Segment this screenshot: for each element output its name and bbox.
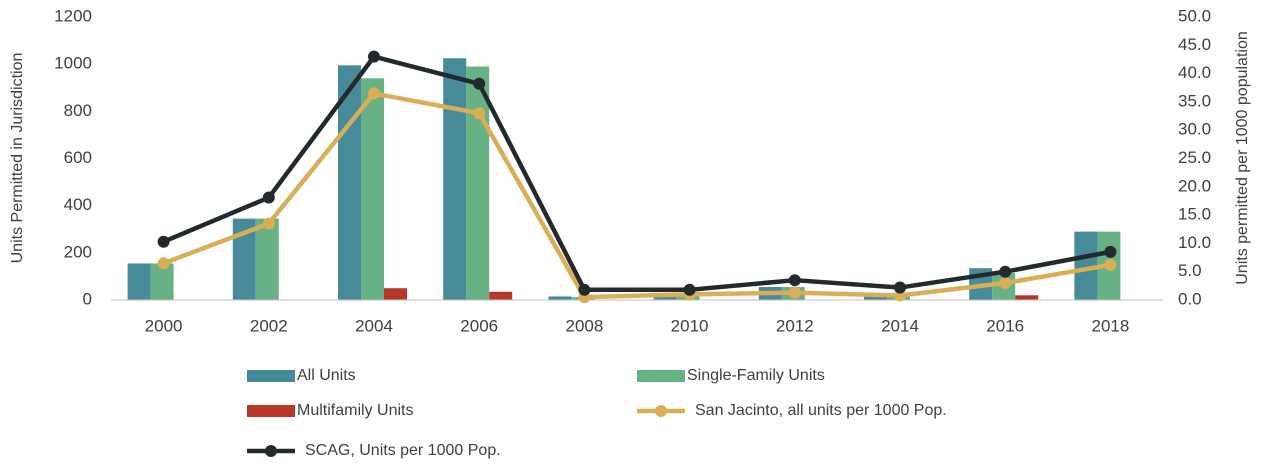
bar	[384, 288, 407, 300]
y2-tick-label: 50.0	[1178, 6, 1211, 25]
legend-swatch	[247, 370, 295, 382]
line-marker	[473, 77, 486, 90]
bar	[150, 263, 174, 300]
bar	[232, 218, 256, 300]
line-marker	[1104, 245, 1117, 258]
bar	[443, 58, 467, 301]
legend-label: Single-Family Units	[687, 367, 825, 384]
y2-tick-label: 45.0	[1178, 35, 1211, 54]
x-tick-label: 2010	[671, 316, 709, 335]
bar	[1015, 295, 1039, 300]
bar	[361, 78, 384, 300]
legend-marker	[265, 445, 277, 457]
legend-label: Multifamily Units	[297, 402, 413, 419]
line-marker	[368, 87, 380, 100]
y-tick-label: 1000	[54, 54, 92, 73]
bar	[548, 296, 572, 300]
line-marker	[473, 107, 486, 120]
y-tick-label: 1200	[54, 6, 92, 25]
line-marker	[578, 283, 591, 296]
x-tick-label: 2012	[776, 316, 814, 335]
y-tick-label: 600	[64, 148, 92, 167]
legend-marker	[655, 405, 667, 417]
x-tick-label: 2000	[145, 316, 183, 335]
line-marker	[894, 281, 906, 294]
line-marker	[157, 257, 170, 270]
y2-tick-label: 5.0	[1178, 261, 1202, 280]
y2-axis-title: Units permitted per 1000 population	[1234, 31, 1251, 285]
line-marker	[157, 235, 170, 248]
line-marker	[262, 191, 275, 204]
x-tick-label: 2008	[565, 316, 603, 335]
line-marker	[1104, 258, 1117, 271]
legend-swatch	[637, 370, 685, 382]
line	[162, 91, 1111, 300]
line-marker	[999, 265, 1012, 278]
y-tick-label: 200	[64, 242, 92, 261]
line-marker	[788, 274, 801, 287]
legend-label: San Jacinto, all units per 1000 Pop.	[695, 402, 947, 419]
legend-label: SCAG, Units per 1000 Pop.	[305, 442, 501, 459]
bar	[489, 291, 513, 300]
y2-tick-label: 10.0	[1178, 233, 1211, 252]
line-marker	[683, 283, 696, 296]
y-tick-label: 400	[64, 195, 92, 214]
bar	[338, 65, 361, 301]
x-tick-label: 2016	[986, 316, 1024, 335]
y2-tick-label: 35.0	[1178, 91, 1211, 110]
bar	[255, 218, 279, 300]
line-marker	[262, 217, 275, 230]
y-tick-label: 0	[83, 289, 92, 308]
x-tick-label: 2002	[250, 316, 288, 335]
legend-label: All Units	[297, 367, 356, 384]
bar	[127, 263, 151, 300]
x-tick-label: 2014	[881, 316, 919, 335]
line-marker	[368, 50, 380, 63]
x-tick-label: 2006	[460, 316, 498, 335]
bar	[1074, 231, 1098, 300]
line-marker	[999, 277, 1012, 290]
y2-tick-label: 20.0	[1178, 176, 1211, 195]
y-axis-title: Units Permitted in Jurisdiction	[9, 53, 26, 264]
y-tick-label: 800	[64, 101, 92, 120]
x-tick-label: 2004	[355, 316, 393, 335]
y2-tick-label: 40.0	[1178, 63, 1211, 82]
line	[162, 54, 1111, 293]
y2-tick-label: 30.0	[1178, 120, 1211, 139]
x-tick-label: 2018	[1091, 316, 1129, 335]
legend-swatch	[247, 405, 295, 417]
line-marker	[788, 286, 801, 299]
y2-tick-label: 15.0	[1178, 205, 1211, 224]
y2-tick-label: 25.0	[1178, 148, 1211, 167]
y2-tick-label: 0.0	[1178, 289, 1202, 308]
